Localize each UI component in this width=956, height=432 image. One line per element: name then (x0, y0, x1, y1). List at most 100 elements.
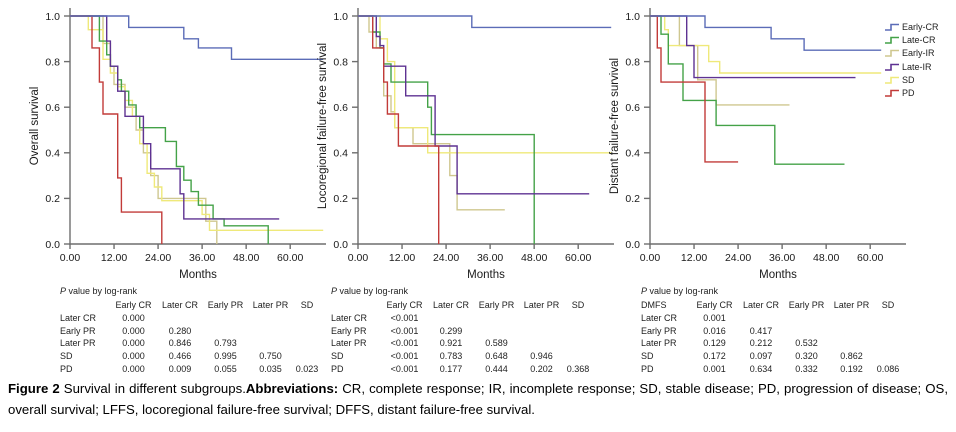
table-cell: 0.055 (214, 363, 237, 374)
table-cell: 0.023 (295, 363, 319, 374)
table-cell: 0.000 (122, 338, 145, 349)
table-cell: 0.001 (703, 363, 726, 374)
table-cell: 0.320 (795, 351, 818, 362)
table-cell: 0.202 (530, 363, 553, 374)
legend-item-sd: SD (884, 73, 939, 86)
x-tick-label: 48.00 (813, 252, 839, 264)
x-tick-label: 12.00 (101, 252, 127, 264)
table-row-label-early-pr: Early PR (331, 325, 367, 336)
table-cell: 0.000 (122, 312, 145, 323)
km-curve-late-ir (70, 15, 280, 220)
pvalue-table-lffs: P value by log-rank Early CR Later CR Earl… (331, 286, 592, 376)
table-cell: 0.846 (168, 338, 192, 349)
pvalue-grid: Early CR Later CR Early PR Later PR SD Later … (60, 299, 321, 376)
x-tick-label: 36.00 (477, 252, 503, 264)
pvalue-grid: Early CR Later CR Early PR Later PR SD Later … (331, 299, 592, 376)
y-tick-label: 0.6 (45, 102, 60, 114)
table-cell: 0.466 (168, 351, 192, 362)
legend-line-sample (885, 23, 899, 31)
y-tick-label: 0.4 (45, 148, 60, 160)
y-tick-label: 1.0 (625, 11, 640, 23)
figure-label: Figure 2 (8, 381, 60, 396)
figure-caption: Figure 2 Survival in different subgroups… (8, 379, 948, 421)
table-cell (784, 312, 829, 325)
table-cell (248, 337, 293, 350)
table-cell: 0.368 (566, 363, 590, 374)
table-cell: 0.192 (840, 363, 863, 374)
y-axis-title: Overall survival (29, 87, 41, 166)
table-cell: 0.016 (703, 325, 726, 336)
table-cell (829, 325, 874, 338)
table-cell: 0.177 (439, 363, 463, 374)
x-tick-label: 24.00 (725, 252, 751, 264)
table-corner-label: DMFS (641, 300, 667, 310)
table-cell: 0.921 (439, 338, 463, 349)
x-tick-label: 24.00 (145, 252, 171, 264)
pvalue-table-os: P value by log-rank Early CR Later CR Earl… (60, 286, 321, 376)
table-cell (474, 312, 519, 325)
pvalue-title-rest: value by log-rank (337, 286, 409, 296)
overall-survival-chart: 0.0 0.2 0.4 0.6 0.8 1.0 0.00 12.00 24.00 36.00 48.… (29, 8, 326, 281)
table-cell: 0.750 (259, 351, 282, 362)
table-cell (564, 350, 592, 363)
legend-item-early-ir: Early-IR (884, 47, 939, 60)
legend-label: Late-CR (902, 34, 936, 45)
table-col-header-early-pr: Early PR (478, 300, 515, 310)
y-tick-label: 0.2 (45, 193, 60, 205)
legend-label: PD (902, 88, 915, 99)
table-cell (874, 350, 902, 363)
table-row-label-later-pr: Later PR (331, 338, 367, 349)
table-cell (428, 312, 474, 325)
legend-label: SD (902, 74, 915, 85)
y-tick-label: 0.2 (333, 193, 348, 205)
pvalue-title-p: P (60, 286, 67, 296)
pvalue-table-title: P value by log-rank (60, 286, 321, 296)
x-axis-title: Months (759, 269, 797, 281)
km-curve-sd (358, 15, 612, 154)
caption-abbr-text: CR, complete response; IR, incomplete re… (8, 381, 949, 417)
table-cell: 0.332 (795, 363, 818, 374)
table-cell: 0.946 (530, 351, 553, 362)
km-curve-late-ir (650, 15, 856, 79)
table-row-label-later-cr: Later CR (331, 312, 368, 323)
legend-step-marker (885, 23, 899, 31)
table-row-label-pd: PD (60, 363, 73, 374)
y-tick-label: 0.8 (333, 56, 348, 68)
y-tick-label: 1.0 (333, 11, 348, 23)
table-cell (519, 312, 564, 325)
legend-item-late-cr: Late-CR (884, 33, 939, 46)
table-cell (738, 312, 784, 325)
km-curve-late-cr (358, 15, 535, 244)
table-col-header-sd: SD (881, 300, 895, 310)
table-col-header-early-pr: Early PR (788, 300, 825, 310)
pvalue-title-p: P (641, 286, 648, 296)
table-col-header-later-pr: Later PR (523, 300, 560, 310)
distant-ffs-chart: 0.0 0.2 0.4 0.6 0.8 1.0 0.00 12.00 24.00 36.00 48.… (609, 8, 906, 281)
table-col-header-sd: SD (571, 300, 585, 310)
table-cell (157, 312, 203, 325)
table-cell: 0.212 (749, 338, 773, 349)
x-tick-label: 36.00 (769, 252, 795, 264)
km-curve-pd (650, 15, 739, 163)
legend-label: Early-IR (902, 48, 935, 59)
table-cell: 0.001 (703, 312, 726, 323)
table-row-label-later-pr: Later PR (60, 338, 96, 349)
table-cell: 0.086 (876, 363, 900, 374)
table-row-label-pd: PD (641, 363, 654, 374)
table-cell (293, 350, 321, 363)
table-cell (248, 325, 293, 338)
pvalue-table-title: P value by log-rank (331, 286, 592, 296)
legend-label: Early-CR (902, 21, 939, 32)
y-tick-label: 0.2 (625, 193, 640, 205)
y-axis-title: Locoregional failure-free survival (317, 43, 329, 209)
table-col-header-later-cr: Later CR (742, 300, 779, 310)
pvalue-title-rest: value by log-rank (66, 286, 138, 296)
table-row-label-later-cr: Later CR (641, 312, 678, 323)
legend-item-pd: PD (884, 86, 939, 99)
km-curve-sd (650, 15, 882, 74)
table-cell (519, 337, 564, 350)
x-tick-label: 24.00 (433, 252, 459, 264)
table-col-header-later-cr: Later CR (161, 300, 198, 310)
x-tick-label: 0.00 (348, 252, 369, 264)
table-cell (474, 325, 519, 338)
